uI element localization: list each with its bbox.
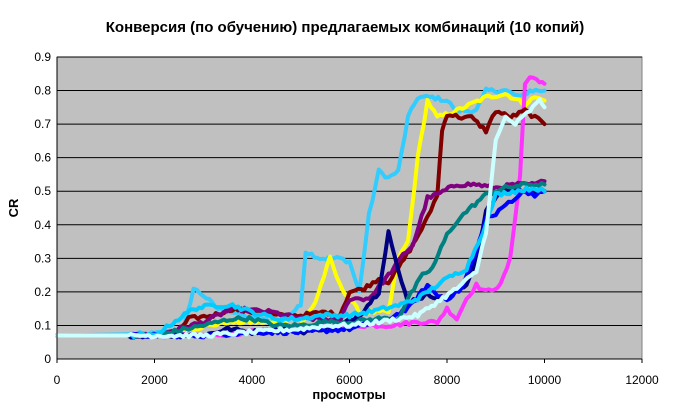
series-lines	[55, 75, 547, 340]
x-tick-labels: 0 2000 4000 6000 8000 10000 12000	[54, 373, 659, 387]
y-tick-label: 0.9	[34, 50, 51, 64]
y-tick-label: 0	[44, 352, 51, 366]
gridlines	[57, 56, 642, 360]
x-tick-label: 6000	[336, 373, 363, 387]
y-tick-label: 0.5	[34, 184, 51, 198]
y-tick-label: 0.8	[34, 84, 51, 98]
x-tick-label: 4000	[239, 373, 266, 387]
x-tick-label: 10000	[528, 373, 562, 387]
y-tick-label: 0.3	[34, 251, 51, 265]
y-tick-label: 0.7	[34, 117, 51, 131]
y-tick-label: 0.2	[34, 285, 51, 299]
y-tick-label: 0.6	[34, 151, 51, 165]
y-tick-labels: 0 0.1 0.2 0.3 0.4 0.5 0.6 0.7 0.8 0.9	[34, 50, 51, 366]
axes	[56, 57, 643, 363]
x-tick-label: 12000	[625, 373, 659, 387]
x-tick-label: 8000	[434, 373, 461, 387]
x-axis-label: просмотры	[312, 387, 385, 402]
chart-title: Конверсия (по обучению) предлагаемых ком…	[106, 19, 584, 36]
series-line-10	[55, 97, 547, 340]
x-tick-label: 0	[54, 373, 61, 387]
y-tick-label: 0.4	[34, 218, 51, 232]
x-tick-label: 2000	[141, 373, 168, 387]
y-tick-label: 0.1	[34, 318, 51, 332]
y-axis-label: CR	[6, 198, 21, 217]
plot-area	[56, 56, 643, 360]
